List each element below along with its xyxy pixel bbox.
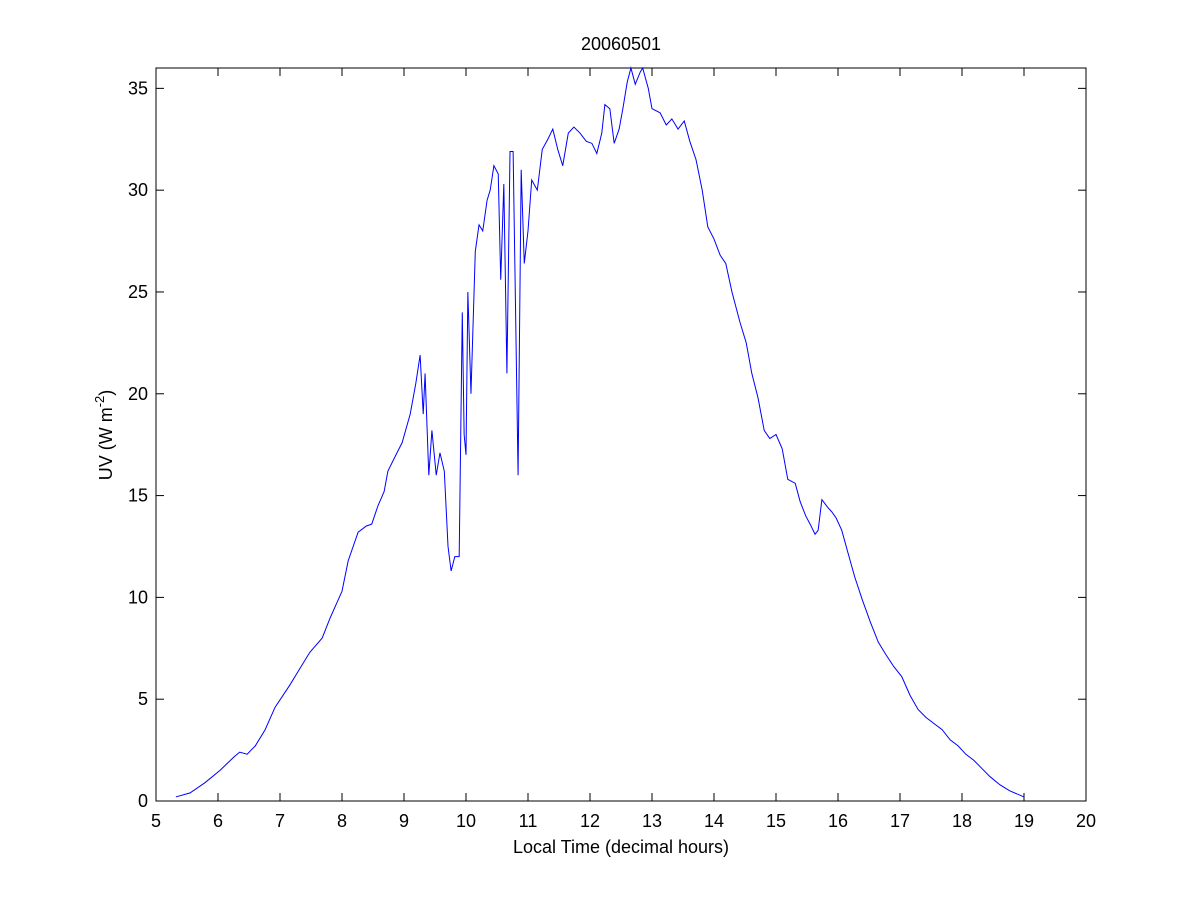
data-line [175,66,1025,798]
x-tick-label: 16 [828,811,848,831]
y-tick-label: 0 [138,791,148,811]
y-axis-label-text: ) [96,390,116,396]
y-axis-label: UV (W m-2) [92,390,116,481]
x-tick-label: 5 [151,811,161,831]
y-tick-label: 30 [128,180,148,200]
y-tick-label: 20 [128,384,148,404]
y-tick-label: 15 [128,486,148,506]
x-tick-label: 9 [399,811,409,831]
y-tick-label: 35 [128,78,148,98]
x-tick-label: 8 [337,811,347,831]
x-tick-label: 15 [766,811,786,831]
x-tick-label: 10 [456,811,476,831]
x-tick-label: 20 [1076,811,1096,831]
x-tick-label: 7 [275,811,285,831]
y-axis-label-superscript: -2 [92,396,107,408]
y-tick-label: 10 [128,587,148,607]
x-tick-label: 19 [1014,811,1034,831]
x-tick-label: 12 [580,811,600,831]
x-tick-label: 11 [519,811,538,831]
y-tick-label: 25 [128,282,148,302]
x-tick-label: 18 [952,811,972,831]
x-tick-label: 14 [704,811,724,831]
x-axis-label: Local Time (decimal hours) [513,837,729,857]
y-tick-label: 5 [138,689,148,709]
x-tick-label: 13 [642,811,662,831]
x-tick-label: 6 [213,811,223,831]
x-tick-label: 17 [890,811,910,831]
plot-area [155,67,1087,802]
y-axis-label-text: UV (W m [96,407,116,480]
chart-title: 20060501 [581,34,661,54]
